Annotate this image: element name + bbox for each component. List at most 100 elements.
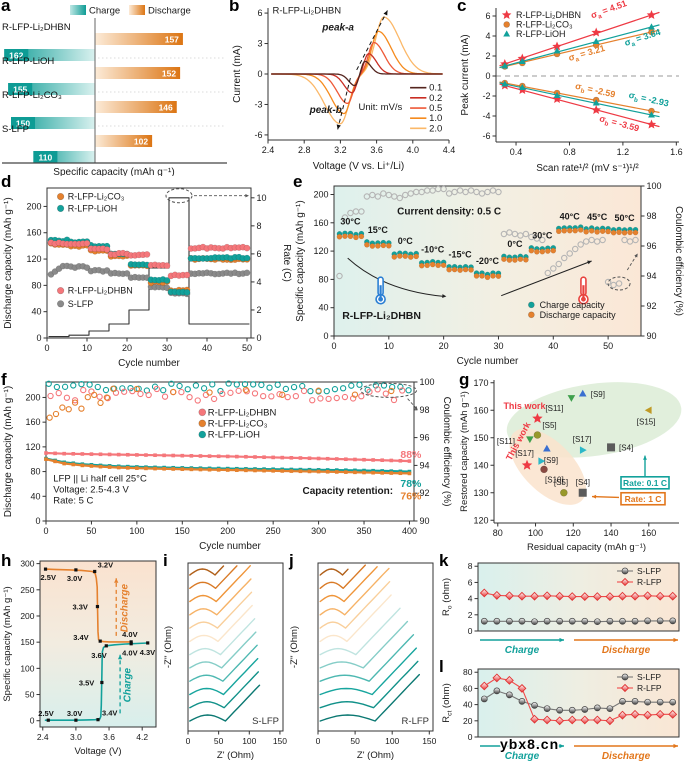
svg-text:8: 8 [257,221,262,231]
svg-text:Discharge: Discharge [602,645,651,656]
svg-text:Cycle number: Cycle number [199,541,261,552]
chart-d-rate: 0 10 20 30 40 50 0 40 80 120 160 200 0 2 4 6 8 10 Cycle nu… [3,187,292,369]
svg-text:[S5]: [S5] [554,478,568,487]
svg-text:[S4]: [S4] [576,478,590,487]
svg-text:160: 160 [641,528,656,538]
svg-text:250: 250 [20,585,34,595]
svg-text:ybx8.cn: ybx8.cn [500,736,559,752]
svg-text:15°C: 15°C [368,225,389,235]
svg-text:10: 10 [257,193,267,203]
svg-text:[S5]: [S5] [542,421,556,430]
chart-e-temp: 0 10 20 30 40 50 0 40 80 120 160 200 90 92 94 96 98 100 Cy… [295,181,684,367]
svg-text:0: 0 [43,526,48,536]
svg-text:120: 120 [566,528,581,538]
svg-text:40: 40 [463,700,473,710]
panel-b-cv-curves: b 2.4 2.8 3.2 3.6 4.0 4.4 -6 -3 0 3 6 Voltage (V vs… [228,0,456,176]
chart-g-scatter: 80 100 120 140 160 120 130 140 150 160 170 Residual… [459,378,682,553]
svg-text:3.2: 3.2 [334,145,347,155]
svg-text:80: 80 [463,667,473,677]
svg-text:98: 98 [647,211,657,221]
panel-e-temperature-cycling: e 0 10 20 30 40 50 0 40 80 120 160 200 90 92 94 96 98 100… [292,172,685,374]
svg-text:0: 0 [468,626,473,636]
svg-text:100: 100 [129,526,144,536]
svg-text:90: 90 [647,331,657,341]
svg-text:10: 10 [82,343,92,353]
svg-text:40: 40 [548,341,558,351]
chart-b-cv: 2.4 2.8 3.2 3.6 4.0 4.4 -6 -3 0 3 6 Voltage (V vs. … [232,6,455,172]
svg-text:102: 102 [134,137,148,147]
svg-text:R-LFP-Li₂DHBN: R-LFP-Li₂DHBN [342,310,421,322]
svg-text:160: 160 [313,218,328,228]
svg-text:100: 100 [385,736,399,746]
svg-text:Residual capacity (mAh g⁻¹): Residual capacity (mAh g⁻¹) [527,542,646,553]
panel-j-nyquist-rlfp: j 0 50 100 150 Z' (Ohm) -Z'' (Ohm) R-LFP [288,551,438,767]
svg-text:300: 300 [20,559,34,569]
svg-text:120: 120 [26,254,41,264]
svg-text:0: 0 [316,736,321,746]
svg-text:[S17]: [S17] [515,449,534,458]
panel-letter-k: k [439,551,449,570]
svg-text:Discharge: Discharge [602,751,651,762]
svg-text:400: 400 [402,526,417,536]
svg-text:2.4: 2.4 [262,145,275,155]
svg-text:152: 152 [162,69,176,79]
svg-text:Specific capacity (mAh g⁻¹): Specific capacity (mAh g⁻¹) [53,167,174,176]
svg-text:10: 10 [384,341,394,351]
svg-text:-Z'' (Ohm): -Z'' (Ohm) [163,626,174,668]
svg-text:60: 60 [463,683,473,693]
svg-text:3.0V: 3.0V [67,574,82,583]
svg-text:157: 157 [165,35,179,45]
svg-text:2: 2 [468,610,473,620]
svg-text:140: 140 [604,528,619,538]
chart-f-cycling: 0 50 100 150 200 250 300 350 400 0 40 80 120 160 200 90… [3,377,452,552]
svg-text:4.2: 4.2 [136,732,148,742]
svg-text:Rate: 1 C: Rate: 1 C [625,494,662,504]
svg-text:Coulombic efficiency (%): Coulombic efficiency (%) [441,397,452,507]
svg-text:S-LFP: S-LFP [637,672,661,682]
svg-text:3.6: 3.6 [103,732,115,742]
svg-text:2.5V: 2.5V [41,573,56,582]
svg-text:σa = 4.51: σa = 4.51 [589,0,628,23]
svg-text:200: 200 [313,189,328,199]
svg-text:100: 100 [647,181,662,191]
svg-text:170: 170 [473,378,488,388]
svg-text:50: 50 [86,526,96,536]
svg-text:0: 0 [30,716,35,726]
svg-text:2.5V: 2.5V [38,709,53,718]
svg-text:0°C: 0°C [507,239,523,249]
svg-text:2: 2 [485,51,490,61]
svg-text:Discharge capacity (mAh g⁻¹): Discharge capacity (mAh g⁻¹) [3,386,14,517]
svg-text:[S4]: [S4] [619,443,633,452]
svg-text:140: 140 [473,460,488,470]
svg-text:Voltage (V): Voltage (V) [75,746,122,757]
panel-h-voltage-capacity: h 2.4 3.0 3.6 4.2 0 50 100 150 200 250 300 Voltage … [0,551,162,767]
svg-text:This work: This work [503,401,546,411]
svg-text:100: 100 [528,528,543,538]
svg-text:120: 120 [25,442,40,452]
svg-text:20: 20 [439,341,449,351]
svg-text:Unit: mV/s: Unit: mV/s [359,102,403,113]
svg-text:6: 6 [257,8,262,18]
svg-text:R-LFP-Li₂CO₃: R-LFP-Li₂CO₃ [516,20,573,30]
svg-text:20: 20 [122,343,132,353]
svg-text:150: 150 [422,736,436,746]
panel-letter-e: e [293,172,303,191]
panel-k-ohmic-resistance: k 0 2 4 6 8 Ro (ohm) S-LFP R-LFP Charge Discharge [438,551,685,661]
svg-text:40: 40 [30,491,40,501]
svg-text:Z' (Ohm): Z' (Ohm) [217,750,254,761]
svg-text:3.2V: 3.2V [98,560,113,569]
svg-text:0: 0 [186,736,191,746]
svg-text:3.4V: 3.4V [73,633,88,642]
svg-text:110: 110 [39,153,53,163]
svg-text:30: 30 [162,343,172,353]
svg-text:R-LFP-Li₂DHBN: R-LFP-Li₂DHBN [68,286,133,296]
svg-text:50: 50 [350,736,360,746]
chart-a-bar: Charge DischargeR-LFP-Li₂DHBN157162R-LFP-… [2,5,227,176]
svg-text:0: 0 [44,343,49,353]
svg-text:200: 200 [26,201,41,211]
svg-text:Cycle number: Cycle number [118,358,180,369]
svg-text:4.0: 4.0 [407,145,420,155]
svg-text:160: 160 [25,417,40,427]
svg-text:4.3V: 4.3V [140,648,155,657]
